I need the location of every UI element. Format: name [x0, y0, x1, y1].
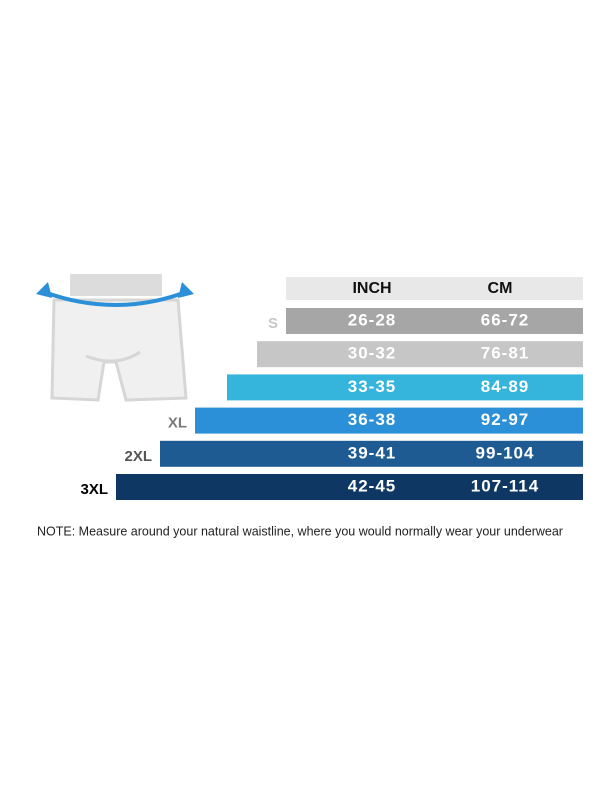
- inch-value: 33-35: [348, 377, 396, 396]
- shorts-body: [50, 298, 188, 402]
- size-bar: [195, 407, 583, 434]
- inch-value: 30-32: [348, 344, 396, 363]
- cm-value: 76-81: [481, 344, 529, 363]
- inch-value: 42-45: [348, 476, 396, 495]
- waistband: [70, 274, 162, 296]
- shorts-icon: [36, 274, 194, 402]
- header-inch: INCH: [352, 280, 391, 297]
- size-bar: [227, 374, 583, 401]
- size-bar: [257, 341, 583, 368]
- arrow-head-left: [36, 282, 52, 298]
- header-bar: [286, 277, 583, 300]
- size-bar: [286, 308, 583, 334]
- measure-arrow: [43, 290, 187, 307]
- shorts-seam: [85, 350, 141, 363]
- note: NOTE: Measure around your natural waistl…: [37, 524, 563, 538]
- cm-value: 92-97: [481, 410, 529, 429]
- size-label: XL: [168, 415, 187, 432]
- size-bar: [116, 474, 583, 500]
- size-label: 2XL: [124, 448, 152, 465]
- cm-value: 66-72: [481, 310, 529, 329]
- cm-value: 107-114: [471, 476, 539, 495]
- inch-value: 39-41: [348, 443, 396, 462]
- cm-value: 99-104: [476, 443, 535, 462]
- size-label: S: [268, 315, 278, 332]
- inch-value: 26-28: [348, 310, 396, 329]
- size-bar: [160, 440, 583, 467]
- arrow-head-right: [178, 282, 194, 298]
- header-cm: CM: [488, 280, 513, 297]
- inch-value: 36-38: [348, 410, 396, 429]
- size-label: 3XL: [80, 481, 108, 498]
- cm-value: 84-89: [481, 377, 529, 396]
